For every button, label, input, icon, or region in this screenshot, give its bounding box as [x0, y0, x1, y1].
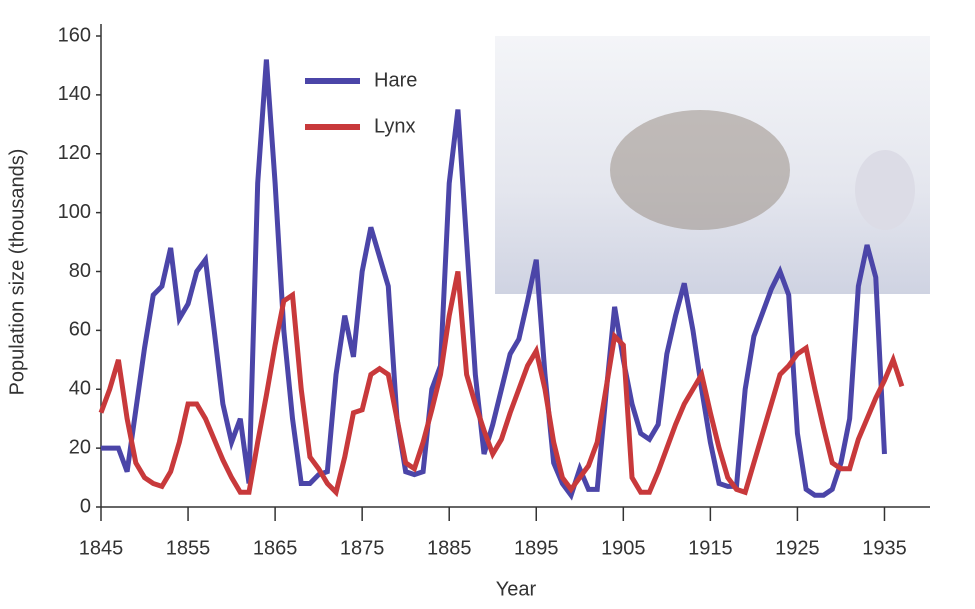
x-tick-label: 1895: [514, 537, 559, 559]
x-tick-label: 1885: [427, 537, 472, 559]
y-tick-label: 100: [58, 201, 91, 223]
x-tick-label: 1855: [166, 537, 211, 559]
y-tick-label: 80: [69, 260, 91, 282]
x-tick-label: 1905: [601, 537, 646, 559]
illustration-lynx: [610, 110, 790, 230]
y-tick-label: 160: [58, 24, 91, 46]
x-tick-label: 1845: [79, 537, 124, 559]
x-axis-label: Year: [496, 578, 537, 600]
illustration-hare: [855, 150, 915, 230]
legend-label: Lynx: [374, 115, 416, 137]
y-tick-label: 40: [69, 378, 91, 400]
series-line: [101, 59, 887, 501]
y-tick-label: 0: [80, 495, 91, 517]
series-line: [98, 271, 905, 498]
x-tick-label: 1925: [775, 537, 820, 559]
y-tick-label: 140: [58, 83, 91, 105]
x-tick-label: 1935: [862, 537, 907, 559]
x-tick-label: 1875: [340, 537, 385, 559]
y-tick-label: 120: [58, 142, 91, 164]
y-tick-label: 20: [69, 436, 91, 458]
legend-label: Hare: [374, 69, 417, 91]
y-axis-label: Population size (thousands): [6, 149, 28, 396]
y-tick-label: 60: [69, 319, 91, 341]
x-tick-label: 1915: [688, 537, 733, 559]
x-tick-label: 1865: [253, 537, 298, 559]
